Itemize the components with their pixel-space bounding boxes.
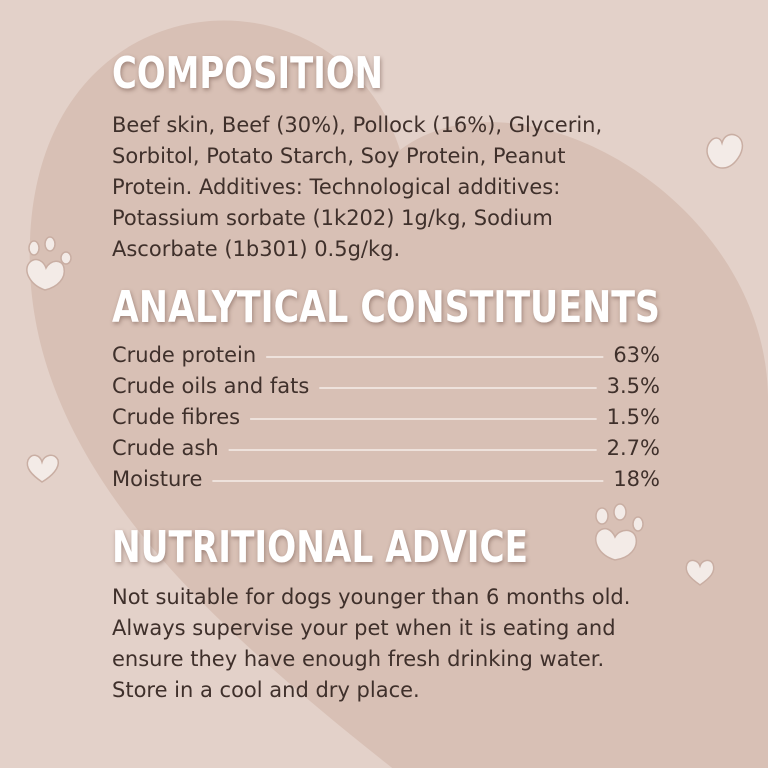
row-label: Crude ash xyxy=(112,436,219,460)
text-line: Always supervise your pet when it is eat… xyxy=(112,616,616,640)
text-line: Sorbitol, Potato Starch, Soy Protein, Pe… xyxy=(112,144,565,168)
row-value: 63% xyxy=(613,343,660,367)
text-line: Ascorbate (1b301) 0.5g/kg. xyxy=(112,237,400,261)
row-label: Crude fibres xyxy=(112,405,240,429)
row-value: 3.5% xyxy=(607,374,660,398)
advice-text: Not suitable for dogs younger than 6 mon… xyxy=(112,585,630,702)
section-title: COMPOSITION xyxy=(112,48,383,99)
text-line: Store in a cool and dry place. xyxy=(112,678,420,702)
row-value: 18% xyxy=(613,467,660,491)
text-line: Protein. Additives: Technological additi… xyxy=(112,175,560,199)
heart-shape xyxy=(29,20,768,768)
section-title: ANALYTICAL CONSTITUENTS xyxy=(112,282,660,333)
row-value: 2.7% xyxy=(607,436,660,460)
decorations xyxy=(26,133,743,586)
section-title: NUTRITIONAL ADVICE xyxy=(112,522,528,573)
text-line: Beef skin, Beef (30%), Pollock (16%), Gl… xyxy=(112,113,602,137)
row-label: Moisture xyxy=(112,467,202,491)
constituents-table: Crude protein 63% Crude oils and fats 3.5% C… xyxy=(112,343,660,491)
composition-text: Beef skin, Beef (30%), Pollock (16%), Gl… xyxy=(112,113,602,261)
text-line: Potassium sorbate (1k202) 1g/kg, Sodium xyxy=(112,206,553,230)
text-line: Not suitable for dogs younger than 6 mon… xyxy=(112,585,630,609)
row-label: Crude protein xyxy=(112,343,256,367)
row-label: Crude oils and fats xyxy=(112,374,309,398)
row-value: 1.5% xyxy=(607,405,660,429)
text-line: ensure they have enough fresh drinking w… xyxy=(112,647,604,671)
